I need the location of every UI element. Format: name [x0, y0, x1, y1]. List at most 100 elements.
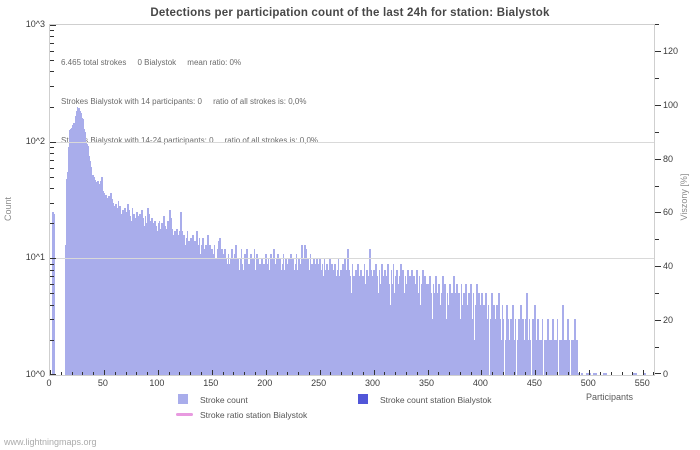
bar — [487, 304, 490, 375]
plot-area: 6.465 total strokes 0 Bialystok mean rat… — [49, 24, 655, 376]
bar — [502, 319, 505, 375]
x-minor-tick — [308, 372, 310, 375]
bar — [303, 269, 305, 375]
bar — [83, 129, 85, 375]
bar — [512, 304, 515, 375]
bar — [145, 223, 148, 375]
bar — [286, 276, 289, 375]
bar — [475, 284, 478, 375]
legend-swatch-stroke-count-station — [358, 394, 368, 404]
y-right-major-tick — [655, 212, 661, 214]
y-left-minor-tick — [50, 43, 54, 45]
bar — [353, 319, 356, 375]
bar — [137, 216, 139, 375]
bar — [428, 304, 431, 375]
bar — [279, 258, 282, 375]
bar — [525, 319, 528, 375]
x-major-tick — [265, 370, 267, 375]
x-minor-tick — [492, 372, 494, 375]
bar — [363, 263, 366, 375]
bar — [470, 284, 473, 375]
bar — [471, 319, 474, 375]
bar — [187, 241, 190, 375]
bar — [114, 209, 117, 375]
bar — [468, 293, 470, 375]
x-minor-tick — [556, 372, 558, 375]
bar — [194, 249, 197, 375]
y-right-minor-tick — [655, 77, 659, 79]
bar — [237, 258, 240, 375]
bar — [69, 130, 71, 375]
bar — [466, 304, 468, 375]
bar — [283, 269, 286, 375]
bar — [340, 284, 343, 375]
x-minor-tick — [82, 372, 84, 375]
bar — [595, 372, 598, 375]
bar — [339, 269, 342, 375]
bar — [329, 258, 331, 375]
bar — [483, 304, 486, 375]
bar — [585, 372, 588, 375]
bar — [248, 263, 250, 375]
bar — [313, 269, 316, 375]
bar — [151, 218, 153, 375]
bar — [499, 319, 502, 375]
x-tick-label: 50 — [97, 378, 108, 388]
bar — [192, 234, 194, 375]
annotation-block: 6.465 total strokes 0 Bialystok mean rat… — [61, 30, 318, 173]
bar — [222, 263, 225, 375]
y-left-minor-tick — [50, 106, 54, 108]
bar — [472, 293, 475, 375]
bar — [531, 319, 534, 375]
bar — [439, 304, 441, 375]
y-left-tick-label: 10^2 — [25, 135, 45, 146]
bar — [331, 263, 333, 375]
bar — [528, 319, 531, 375]
x-minor-tick — [546, 372, 548, 375]
bar — [337, 258, 340, 375]
x-minor-tick — [362, 372, 364, 375]
bar — [490, 293, 493, 375]
y-left-minor-tick — [50, 339, 54, 341]
bar — [100, 181, 103, 375]
x-minor-tick — [244, 372, 246, 375]
bar — [224, 249, 227, 375]
bar — [162, 216, 165, 375]
bar — [442, 276, 445, 375]
bar — [267, 258, 270, 375]
bar — [379, 284, 382, 375]
x-tick-label: 100 — [149, 378, 165, 388]
y-left-minor-tick — [50, 284, 54, 286]
bar — [343, 276, 345, 375]
bar — [505, 304, 508, 375]
bar — [181, 231, 184, 375]
bar — [365, 269, 368, 375]
x-minor-tick — [384, 372, 386, 375]
bar — [445, 319, 448, 375]
x-major-tick — [103, 370, 105, 375]
x-minor-tick — [567, 372, 569, 375]
legend-line-stroke-ratio — [176, 413, 193, 416]
bar — [643, 372, 646, 375]
bar — [105, 197, 108, 375]
bar — [604, 372, 606, 375]
y-left-tick-label: 10^0 — [25, 369, 45, 379]
bar — [497, 339, 500, 375]
x-minor-tick — [233, 372, 235, 375]
bar — [119, 213, 122, 375]
bar — [216, 249, 219, 375]
bar — [270, 263, 273, 375]
bar — [320, 269, 323, 375]
bar — [126, 211, 129, 375]
bar — [634, 372, 637, 375]
annotation-line-2: Strokes Bialystok with 14 participants: … — [61, 97, 307, 106]
bar — [518, 339, 521, 375]
bar — [309, 253, 312, 375]
bar — [544, 339, 547, 375]
bar — [161, 231, 164, 375]
bar — [113, 206, 116, 375]
legend-label-stroke-ratio: Stroke ratio station Bialystok — [200, 410, 308, 420]
bar — [184, 245, 187, 375]
x-tick-label: 400 — [472, 378, 488, 388]
bar — [392, 263, 395, 375]
